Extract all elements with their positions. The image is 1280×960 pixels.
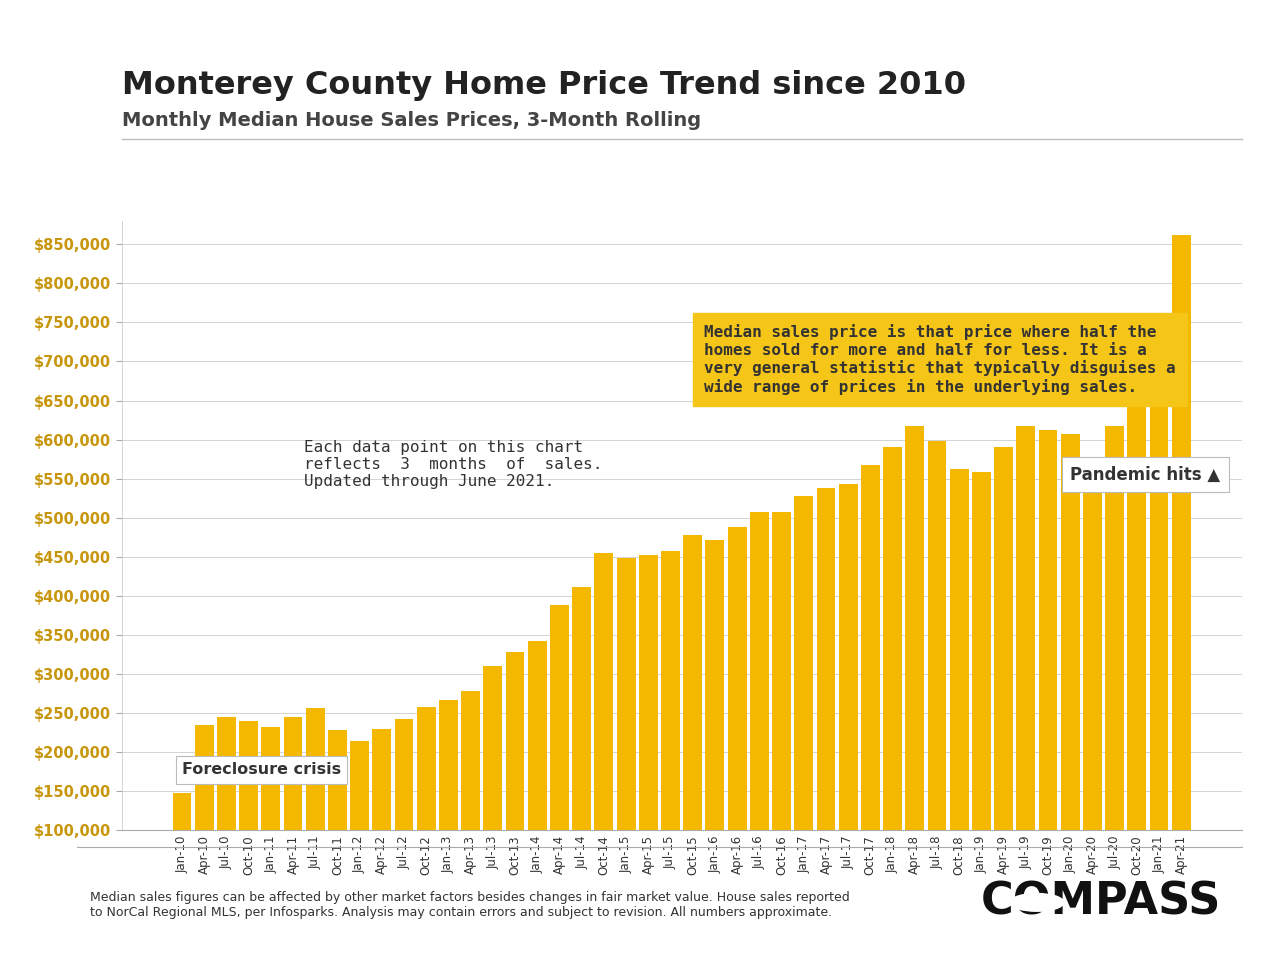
- Bar: [394, 719, 413, 908]
- Bar: [372, 729, 392, 908]
- Circle shape: [1011, 895, 1062, 910]
- Bar: [972, 472, 991, 908]
- Bar: [484, 666, 502, 908]
- Bar: [461, 691, 480, 908]
- Bar: [173, 793, 192, 908]
- Bar: [928, 442, 946, 908]
- Bar: [216, 717, 236, 908]
- Bar: [306, 708, 325, 908]
- Text: Each data point on this chart
reflects  3  months  of  sales.
Updated through Ju: Each data point on this chart reflects 3…: [305, 440, 603, 490]
- Bar: [284, 717, 302, 908]
- Bar: [550, 606, 568, 908]
- Bar: [684, 535, 703, 908]
- Bar: [1171, 235, 1190, 908]
- Bar: [1149, 316, 1169, 908]
- Bar: [1061, 434, 1079, 908]
- Bar: [1128, 402, 1147, 908]
- Bar: [950, 468, 969, 908]
- Bar: [639, 555, 658, 908]
- Bar: [417, 707, 435, 908]
- Bar: [750, 512, 769, 908]
- Bar: [594, 553, 613, 908]
- Circle shape: [1023, 898, 1052, 907]
- Bar: [195, 725, 214, 908]
- Text: Monthly Median House Sales Prices, 3-Month Rolling: Monthly Median House Sales Prices, 3-Mon…: [122, 110, 700, 130]
- Text: COMPASS: COMPASS: [980, 881, 1221, 924]
- Bar: [261, 728, 280, 908]
- Bar: [660, 551, 680, 908]
- Bar: [328, 731, 347, 908]
- Bar: [727, 527, 746, 908]
- Text: Median sales price is that price where half the
homes sold for more and half for: Median sales price is that price where h…: [704, 324, 1175, 395]
- Text: Median sales figures can be affected by other market factors besides changes in : Median sales figures can be affected by …: [90, 891, 850, 919]
- Bar: [817, 488, 836, 908]
- Text: Foreclosure crisis: Foreclosure crisis: [182, 762, 340, 778]
- Text: Monterey County Home Price Trend since 2010: Monterey County Home Price Trend since 2…: [122, 70, 965, 101]
- Bar: [572, 587, 591, 908]
- Bar: [351, 740, 369, 908]
- Text: Pandemic hits ▲: Pandemic hits ▲: [1070, 466, 1220, 484]
- Bar: [838, 484, 858, 908]
- Bar: [1038, 430, 1057, 908]
- Bar: [439, 700, 458, 908]
- Bar: [772, 512, 791, 908]
- Bar: [239, 721, 259, 908]
- Bar: [795, 496, 813, 908]
- Bar: [905, 425, 924, 908]
- Bar: [506, 652, 525, 908]
- Bar: [883, 447, 902, 908]
- Bar: [1083, 476, 1102, 908]
- Bar: [527, 641, 547, 908]
- Bar: [1016, 425, 1036, 908]
- Bar: [617, 559, 636, 908]
- Bar: [705, 540, 724, 908]
- Bar: [1105, 425, 1124, 908]
- Bar: [995, 447, 1012, 908]
- Bar: [861, 465, 879, 908]
